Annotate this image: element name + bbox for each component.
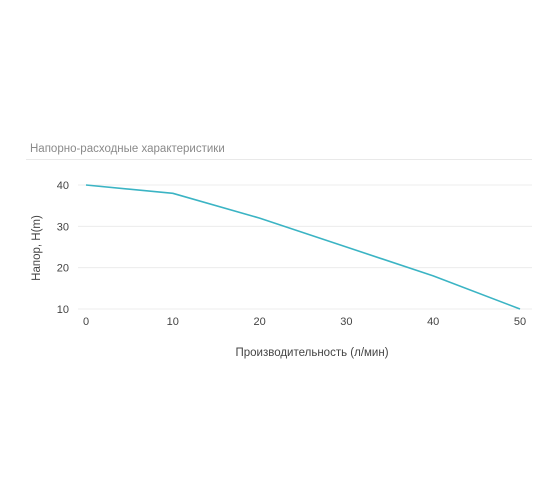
gridlines: [78, 184, 532, 310]
x-tick-label: 30: [340, 316, 352, 328]
title-divider: [26, 159, 532, 160]
x-tick-label: 20: [253, 316, 265, 328]
series-lines: [85, 184, 521, 310]
x-tick-label: 0: [83, 316, 89, 328]
y-tick-label: 20: [57, 263, 69, 275]
x-tick-labels: 0 10 20 30 40 50: [83, 316, 526, 328]
y-tick-label: 30: [57, 221, 69, 233]
x-axis-label: Производительность (л/мин): [235, 347, 388, 359]
y-tick-label: 10: [57, 304, 69, 316]
x-tick-label: 10: [167, 316, 179, 328]
y-tick-labels: 10 20 30 40: [57, 180, 69, 316]
x-tick-label: 40: [427, 316, 439, 328]
series-line-0: [85, 184, 521, 310]
y-tick-label: 40: [57, 180, 69, 192]
chart-title: Напорно-расходные характеристики: [30, 143, 225, 155]
x-tick-label: 50: [514, 316, 526, 328]
y-axis-label: Напор, H(m): [31, 215, 43, 281]
